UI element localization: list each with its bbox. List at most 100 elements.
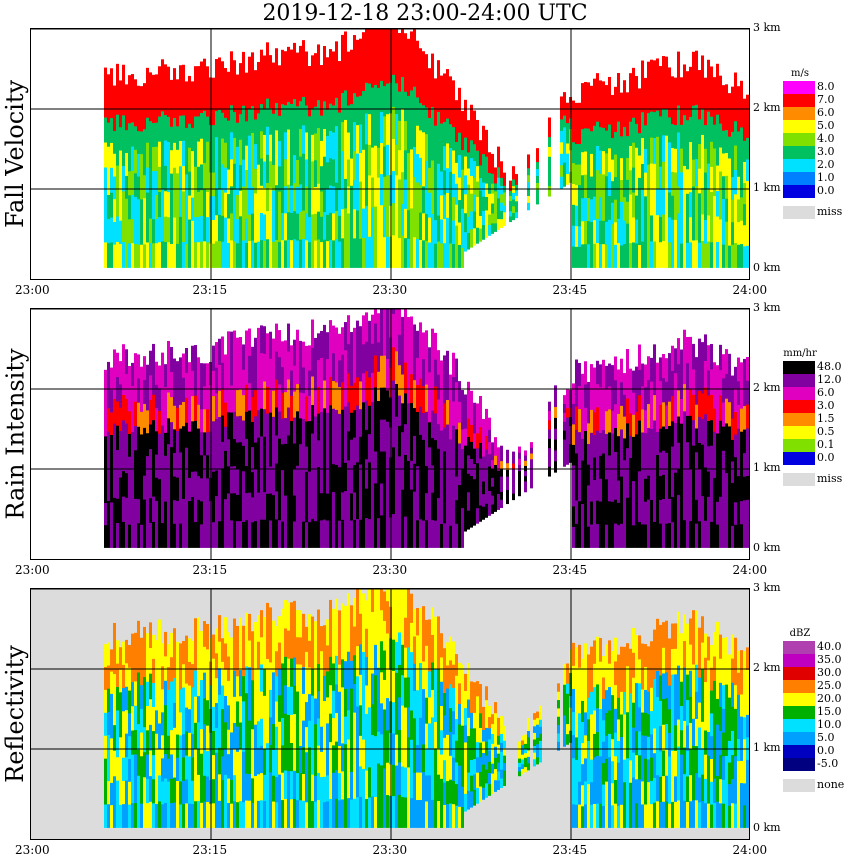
echo-cell — [119, 244, 122, 268]
echo-cell — [338, 164, 341, 191]
echo-cell — [113, 674, 116, 701]
echo-cell — [245, 666, 248, 694]
echo-cell — [308, 720, 311, 748]
echo-cell — [458, 110, 461, 134]
echo-cell — [362, 208, 365, 239]
echo-cell — [179, 381, 182, 406]
echo-cell — [155, 243, 158, 268]
echo-cell — [284, 159, 287, 187]
echo-cell — [263, 82, 266, 109]
echo-cell — [395, 351, 398, 385]
echo-cell — [692, 718, 695, 747]
echo-cell — [485, 408, 488, 423]
echo-cell — [446, 522, 449, 548]
echo-cell — [200, 729, 203, 755]
echo-cell — [263, 240, 266, 268]
echo-cell — [425, 520, 428, 548]
echo-cell — [227, 385, 230, 413]
echo-cell — [185, 472, 188, 499]
echo-cell — [617, 391, 620, 415]
echo-cell — [353, 712, 356, 742]
echo-cell — [233, 696, 236, 724]
echo-cell — [653, 522, 656, 548]
echo-cell — [116, 165, 119, 192]
echo-cell — [320, 651, 323, 677]
echo-cell — [353, 437, 356, 466]
echo-cell — [179, 804, 182, 828]
echo-cell — [233, 644, 236, 672]
echo-cell — [710, 192, 713, 218]
echo-cell — [110, 217, 113, 244]
echo-cell — [656, 110, 659, 138]
echo-cell — [518, 741, 521, 747]
legend-label: 6.0 — [817, 106, 835, 119]
echo-cell — [122, 115, 125, 142]
echo-cell — [170, 778, 173, 804]
echo-cell — [326, 439, 329, 468]
echo-cell — [716, 750, 719, 777]
echo-cell — [263, 436, 266, 465]
echo-cell — [620, 180, 623, 203]
echo-cell — [281, 608, 284, 637]
echo-cell — [653, 344, 656, 371]
echo-cell — [173, 777, 176, 804]
echo-cell — [332, 745, 335, 774]
echo-cell — [347, 651, 350, 682]
echo-cell — [398, 729, 401, 763]
echo-cell — [518, 464, 521, 472]
echo-cell — [476, 227, 479, 244]
echo-cell — [140, 366, 143, 390]
echo-cell — [422, 520, 425, 548]
echo-cell — [632, 525, 635, 548]
echo-cell — [593, 804, 596, 828]
echo-cell — [560, 153, 563, 166]
echo-cell — [407, 647, 410, 678]
echo-cell — [611, 524, 614, 548]
echo-cell — [671, 147, 674, 173]
echo-cell — [158, 645, 161, 673]
echo-cell — [374, 644, 377, 676]
echo-cell — [629, 170, 632, 196]
echo-cell — [305, 522, 308, 548]
echo-cell — [308, 522, 311, 548]
echo-cell — [584, 712, 587, 736]
echo-cell — [716, 673, 719, 700]
echo-cell — [404, 737, 407, 768]
echo-cell — [281, 636, 284, 664]
echo-cell — [632, 652, 635, 679]
echo-cell — [116, 733, 119, 758]
echo-cell — [740, 150, 743, 175]
echo-cell — [245, 493, 248, 521]
echo-cell — [131, 362, 134, 387]
echo-cell — [746, 714, 749, 738]
echo-cell — [323, 380, 326, 409]
echo-cell — [605, 176, 608, 200]
echo-cell — [161, 189, 164, 216]
echo-cell — [116, 663, 119, 688]
echo-cell — [143, 677, 146, 703]
echo-cell — [590, 432, 593, 457]
echo-cell — [317, 333, 320, 361]
echo-cell — [671, 776, 674, 803]
echo-cell — [158, 388, 161, 412]
echo-cell — [494, 455, 497, 466]
echo-cell — [194, 644, 197, 672]
echo-cell — [695, 691, 698, 720]
echo-cell — [662, 450, 665, 476]
echo-cell — [134, 498, 137, 524]
echo-cell — [113, 725, 116, 752]
echo-cell — [329, 742, 332, 772]
echo-cell — [662, 622, 665, 649]
echo-cell — [725, 130, 728, 154]
echo-cell — [323, 239, 326, 268]
echo-cell — [353, 798, 356, 828]
echo-cell — [401, 644, 404, 676]
echo-cell — [614, 428, 617, 453]
echo-cell — [716, 165, 719, 192]
echo-cell — [176, 500, 179, 525]
echo-cell — [563, 162, 566, 175]
echo-cell — [359, 519, 362, 548]
echo-cell — [122, 140, 125, 167]
echo-cell — [296, 637, 299, 665]
echo-cell — [647, 356, 650, 381]
